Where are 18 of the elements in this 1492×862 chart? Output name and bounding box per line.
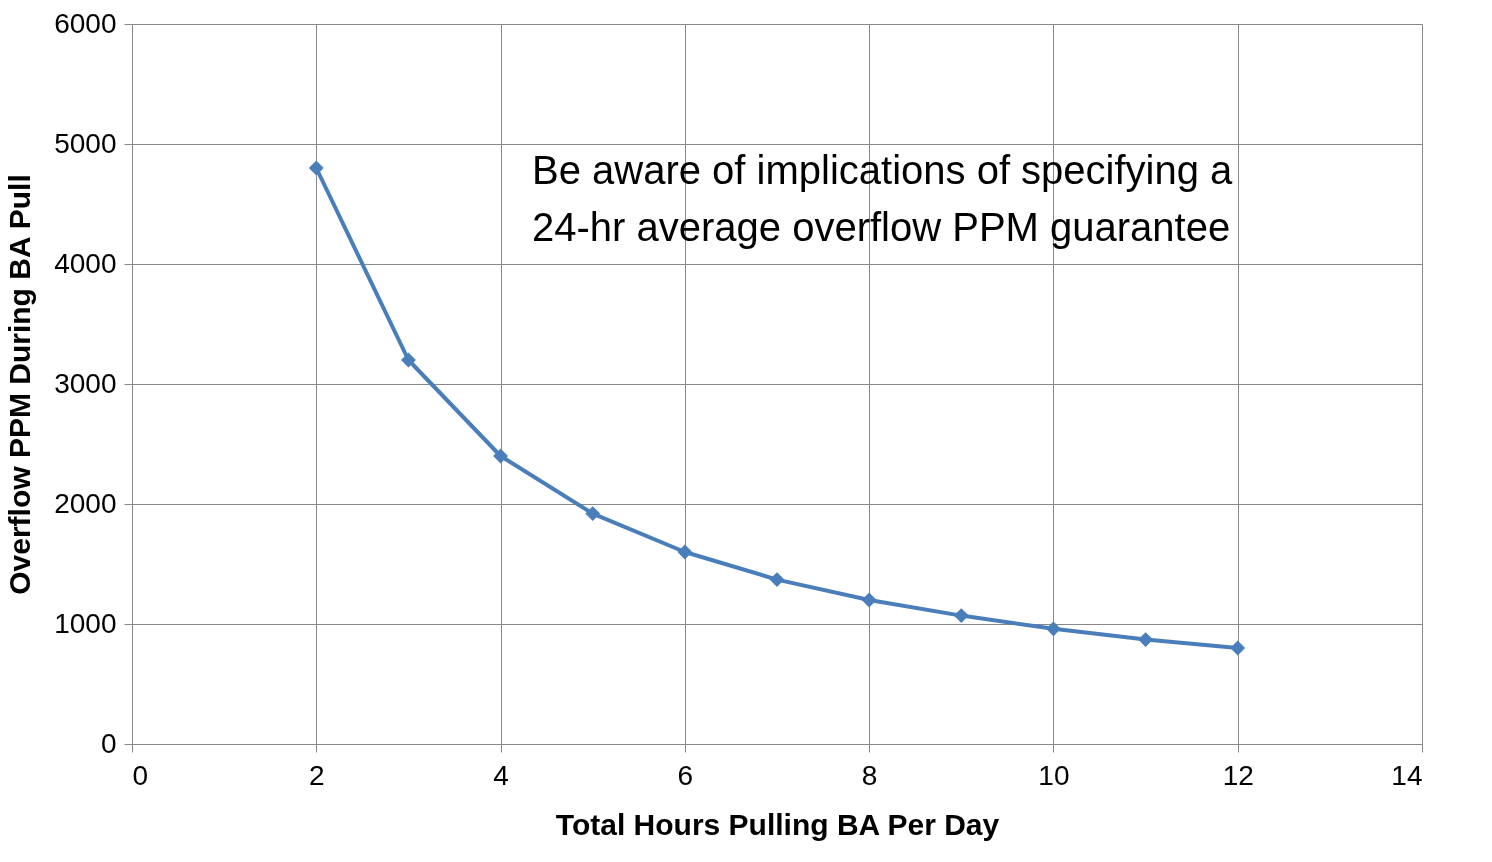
x-tick-label: 4 xyxy=(493,759,509,791)
x-tick-label: 2 xyxy=(309,759,325,791)
y-tick-label: 4000 xyxy=(54,247,117,279)
y-axis-title: Overflow PPM During BA Pull xyxy=(3,174,37,595)
y-tick-label: 0 xyxy=(100,727,117,759)
y-tick-label: 6000 xyxy=(54,7,117,39)
y-tick-label: 5000 xyxy=(54,127,117,159)
x-tick-label: 14 xyxy=(1391,759,1423,791)
y-tick-label: 3000 xyxy=(54,367,117,399)
x-tick-label: 0 xyxy=(132,759,149,791)
x-tick-label: 6 xyxy=(677,759,694,791)
annotation: Be aware of implications of specifying a 24-hr average overflow PPM guarantee xyxy=(532,148,1234,249)
y-tick-label: 1000 xyxy=(54,607,117,639)
x-tick-label: 10 xyxy=(1038,759,1070,791)
y-tick-label: 2000 xyxy=(54,487,117,519)
x-tick-label: 8 xyxy=(861,759,878,791)
x-tick-label: 12 xyxy=(1222,759,1254,791)
x-axis-title: Total Hours Pulling BA Per Day xyxy=(555,807,1000,841)
